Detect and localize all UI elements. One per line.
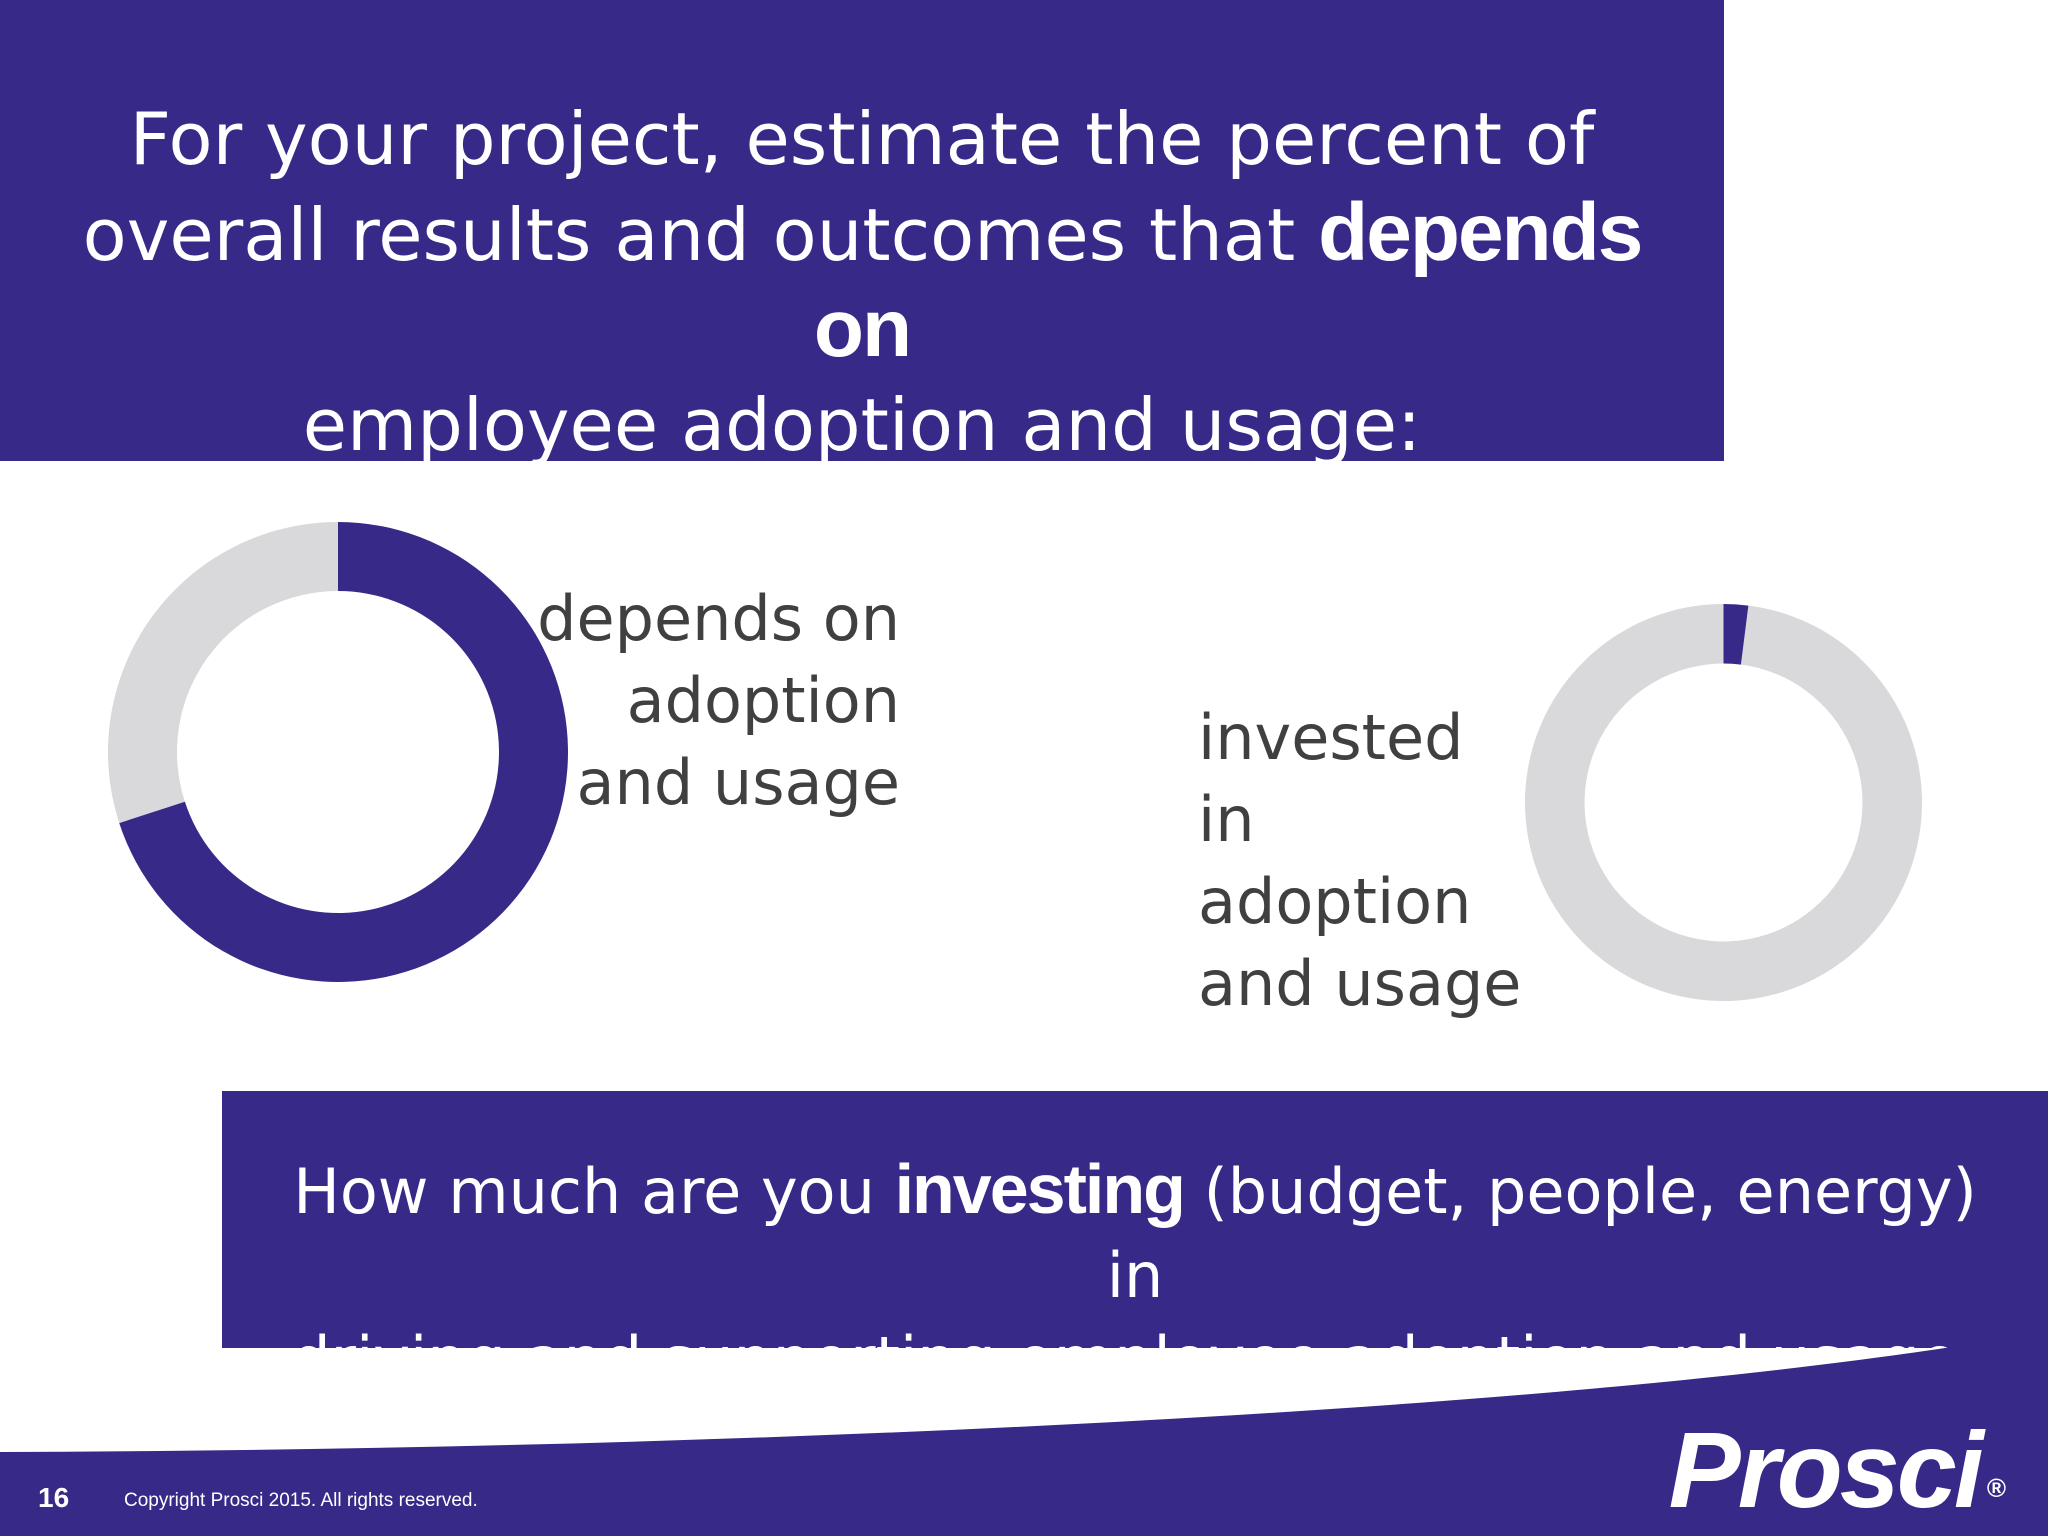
question-1-line-2-prefix: overall results and outcomes that <box>82 193 1319 277</box>
donut-label-depends: depends on adoption and usage <box>500 578 900 824</box>
donut-label-invested-line-3: and usage <box>1198 947 1522 1020</box>
question-2-emphasis: investing <box>894 1150 1186 1228</box>
footer-swoosh <box>0 1340 2048 1536</box>
question-1-line-2: overall results and outcomes that depend… <box>50 186 1674 378</box>
donut-label-invested: invested in adoption and usage <box>1198 697 1538 1025</box>
question-1-line-3: employee adoption and usage: <box>302 383 1422 467</box>
donut-label-depends-line-1: depends on <box>537 582 900 655</box>
top-banner: For your project, estimate the percent o… <box>0 0 1724 467</box>
donut-chart-depends <box>108 522 568 982</box>
donut-segment-remainder-2 <box>1525 604 1922 1001</box>
logo-text: Prosci <box>1668 1409 1984 1530</box>
donut-label-invested-line-2: adoption <box>1198 865 1472 938</box>
donut-segment-remainder-1 <box>108 522 338 824</box>
donut-label-invested-line-1: invested in <box>1198 701 1464 856</box>
question-1-line-1: For your project, estimate the percent o… <box>129 97 1595 181</box>
question-2-line-1-suffix: (budget, people, energy) in <box>1106 1155 1977 1312</box>
copyright-text: Copyright Prosci 2015. All rights reserv… <box>124 1490 478 1511</box>
donut-label-depends-line-2: adoption <box>626 664 900 737</box>
page-number: 16 <box>38 1482 70 1513</box>
registered-mark: ® <box>1986 1473 2006 1503</box>
question-1-emphasis: depends on <box>813 187 1643 374</box>
donut-segment-depends <box>119 522 568 982</box>
bottom-banner: How much are you investing (budget, peop… <box>222 1091 2048 1396</box>
donut-segment-invested <box>1723 604 1749 665</box>
question-1: For your project, estimate the percent o… <box>50 92 1674 472</box>
prosci-logo: Prosci ® <box>1668 1409 2006 1530</box>
question-2-line-1: How much are you investing (budget, peop… <box>272 1147 1998 1318</box>
question-2-line-1-prefix: How much are you <box>293 1155 895 1228</box>
donut-chart-invested <box>1525 604 1922 1001</box>
donut-label-depends-line-3: and usage <box>576 746 900 819</box>
